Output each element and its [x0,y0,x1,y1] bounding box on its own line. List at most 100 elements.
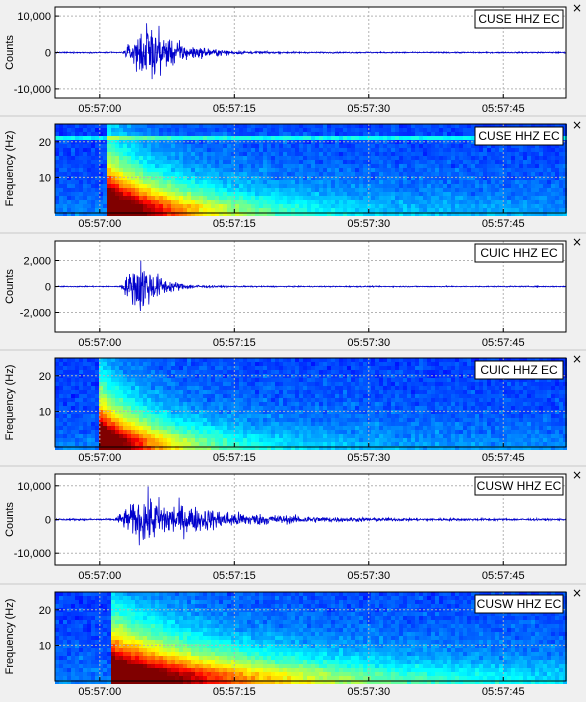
spectrogram-cell [267,386,271,390]
spectrogram-cell [387,208,391,212]
spectrogram-cell [71,180,75,184]
spectrogram-cell [135,446,139,450]
spectrogram-cell [499,152,503,156]
spectrogram-cell [263,144,267,148]
spectrogram-cell [295,164,299,168]
spectrogram-cell [151,156,155,160]
spectrogram-cell [559,192,563,196]
spectrogram-cell [347,434,351,438]
spectrogram-cell [415,136,419,140]
spectrogram-cell [115,370,119,374]
spectrogram-cell [199,196,203,200]
spectrogram-cell [331,212,335,216]
spectrogram-cell [483,124,487,128]
spectrogram-cell [255,128,259,132]
spectrogram-cell [159,196,163,200]
spectrogram-cell [99,438,103,442]
spectrogram-cell [291,398,295,402]
spectrogram-cell [199,160,203,164]
spectrogram-cell [343,382,347,386]
spectrogram-cell [179,144,183,148]
spectrogram-cell [331,156,335,160]
spectrogram-cell [255,398,259,402]
spectrogram-cell [159,188,163,192]
spectrogram-cell [259,434,263,438]
spectrogram-cell [519,176,523,180]
spectrogram-cell [347,184,351,188]
spectrogram-cell [63,418,67,422]
spectrogram-cell [287,442,291,446]
spectrogram-cell [79,128,83,132]
spectrogram-cell [371,164,375,168]
spectrogram-cell [227,180,231,184]
close-panel-button[interactable]: × [572,118,582,132]
spectrogram-cell [115,438,119,442]
spectrogram-cell [259,430,263,434]
spectrogram-cell [243,362,247,366]
spectrogram-cell [543,176,547,180]
spectrogram-cell [259,378,263,382]
spectrogram-cell [195,180,199,184]
spectrogram-cell [327,188,331,192]
spectrogram-cell [123,406,127,410]
spectrogram-cell [427,192,431,196]
spectrogram-cell [175,128,179,132]
spectrogram-cell [67,128,71,132]
spectrogram-cell [271,128,275,132]
spectrogram-cell [259,418,263,422]
spectrogram-cell [563,152,567,156]
spectrogram-cell [223,192,227,196]
spectrogram-cell [355,128,359,132]
spectrogram-cell [171,362,175,366]
spectrogram-cell [143,434,147,438]
spectrogram-cell [83,152,87,156]
spectrogram-cell [63,200,67,204]
close-panel-button[interactable]: × [572,1,582,15]
spectrogram-cell [379,180,383,184]
spectrogram-cell [319,446,323,450]
close-panel-button[interactable]: × [572,235,582,249]
spectrogram-cell [111,164,115,168]
spectrogram-cell [163,382,167,386]
spectrogram-cell [287,386,291,390]
spectrogram-cell [211,136,215,140]
spectrogram-cell [467,168,471,172]
spectrogram-cell [159,176,163,180]
spectrogram-cell [379,382,383,386]
spectrogram-cell [239,176,243,180]
spectrogram-cell [211,410,215,414]
spectrogram-cell [139,426,143,430]
spectrogram-cell [147,200,151,204]
spectrogram-cell [335,132,339,136]
spectrogram-cell [271,188,275,192]
spectrogram-cell [351,204,355,208]
spectrogram-cell [95,406,99,410]
spectrogram-cell [307,414,311,418]
spectrogram-cell [135,402,139,406]
spectrogram-cell [99,188,103,192]
spectrogram-cell [459,172,463,176]
spectrogram-cell [95,184,99,188]
spectrogram-cell [391,362,395,366]
spectrogram-cell [87,426,91,430]
spectrogram-cell [159,422,163,426]
spectrogram-cell [483,164,487,168]
spectrogram-cell [327,398,331,402]
spectrogram-cell [279,144,283,148]
spectrogram-cell [279,148,283,152]
spectrogram-cell [239,200,243,204]
spectrogram-cell [147,394,151,398]
spectrogram-cell [271,176,275,180]
spectrogram-cell [231,152,235,156]
spectrogram-cell [175,446,179,450]
spectrogram-cell [111,200,115,204]
spectrogram-cell [171,358,175,362]
spectrogram-cell [75,188,79,192]
spectrogram-cell [175,362,179,366]
spectrogram-cell [455,188,459,192]
spectrogram-cell [187,184,191,188]
spectrogram-cell [187,370,191,374]
spectrogram-cell [195,144,199,148]
